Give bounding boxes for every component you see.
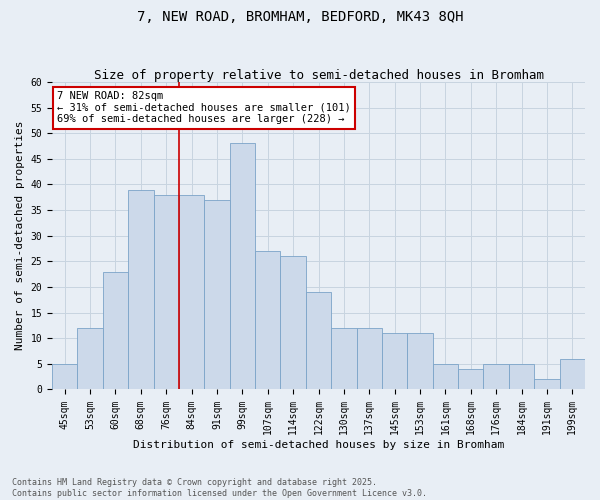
Bar [103, 272, 128, 390]
Bar [52, 364, 77, 390]
Bar [255, 251, 280, 390]
Bar [331, 328, 356, 390]
Bar [179, 194, 205, 390]
Bar [306, 292, 331, 390]
Bar [534, 379, 560, 390]
Bar [560, 358, 585, 390]
X-axis label: Distribution of semi-detached houses by size in Bromham: Distribution of semi-detached houses by … [133, 440, 504, 450]
Bar [458, 369, 484, 390]
Bar [128, 190, 154, 390]
Bar [484, 364, 509, 390]
Bar [382, 333, 407, 390]
Text: Contains HM Land Registry data © Crown copyright and database right 2025.
Contai: Contains HM Land Registry data © Crown c… [12, 478, 427, 498]
Bar [77, 328, 103, 390]
Bar [509, 364, 534, 390]
Bar [154, 194, 179, 390]
Title: Size of property relative to semi-detached houses in Bromham: Size of property relative to semi-detach… [94, 69, 544, 82]
Text: 7 NEW ROAD: 82sqm
← 31% of semi-detached houses are smaller (101)
69% of semi-de: 7 NEW ROAD: 82sqm ← 31% of semi-detached… [58, 91, 351, 124]
Bar [433, 364, 458, 390]
Bar [205, 200, 230, 390]
Y-axis label: Number of semi-detached properties: Number of semi-detached properties [15, 121, 25, 350]
Bar [230, 144, 255, 390]
Bar [356, 328, 382, 390]
Bar [280, 256, 306, 390]
Text: 7, NEW ROAD, BROMHAM, BEDFORD, MK43 8QH: 7, NEW ROAD, BROMHAM, BEDFORD, MK43 8QH [137, 10, 463, 24]
Bar [407, 333, 433, 390]
